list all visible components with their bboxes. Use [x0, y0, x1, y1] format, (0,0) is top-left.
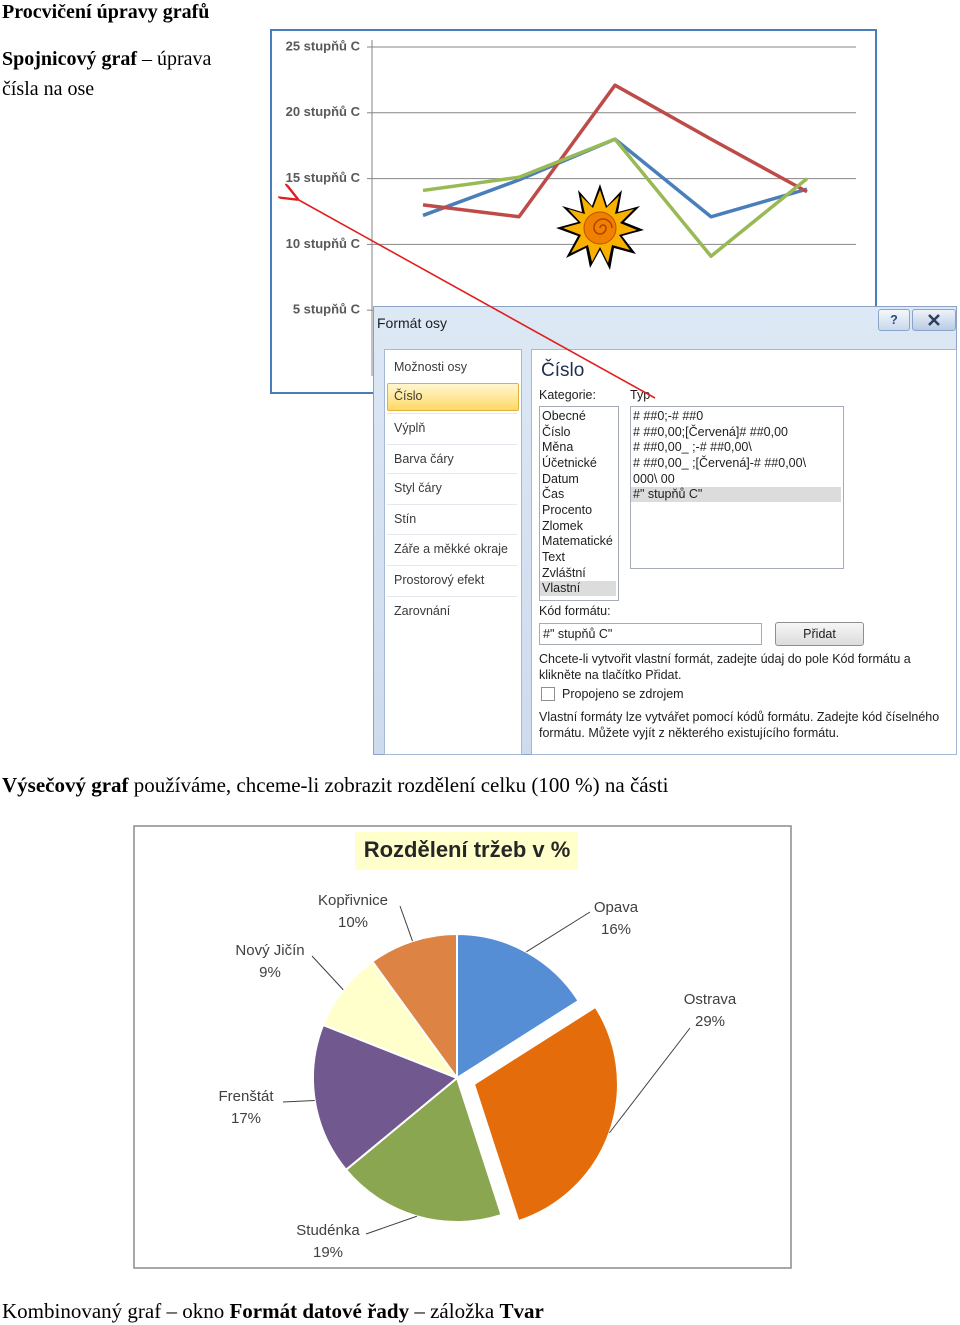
list-item[interactable]: Měna	[542, 440, 574, 455]
slice-label: Nový Jičín	[235, 942, 304, 959]
nav-panel: Možnosti osy Číslo Výplň Barva čáry Styl čár…	[384, 349, 522, 755]
content-panel: Číslo Kategorie: Typ Obecné Číslo Měna Účetnic…	[531, 349, 957, 755]
nav-item[interactable]: Výplň	[394, 421, 426, 435]
pie-slice	[321, 960, 460, 1081]
text-run: Výsečový graf	[2, 773, 129, 797]
nav-separator	[387, 473, 517, 474]
label: Kód formátu:	[539, 604, 611, 618]
list-item[interactable]: Zlomek	[542, 518, 583, 533]
slice-value-label: 10%	[338, 914, 368, 931]
pie-slice	[370, 932, 458, 1082]
slice-label: Kopřivnice	[318, 892, 388, 909]
section-heading: Výsečový graf používáme, chceme-li zobra…	[2, 770, 960, 800]
category-list: Obecné Číslo Měna Účetnické Datum Čas Procento…	[539, 406, 619, 601]
page-title: Procvičení úpravy grafů	[2, 1, 210, 23]
list-item[interactable]: Obecné	[542, 409, 586, 423]
leader-line	[399, 905, 413, 942]
slice-value-label: 19%	[313, 1244, 343, 1261]
close-button[interactable]	[912, 309, 956, 331]
label: Typ	[630, 388, 651, 402]
list-item[interactable]: Matematické	[542, 534, 613, 549]
slice-label: Opava	[594, 899, 639, 916]
slice-label: Studénka	[296, 1222, 360, 1239]
type-list: # ##0;-# ##0 # ##0,00;[Červená]# ##0,00 # …	[630, 406, 844, 569]
note-text: Vlastní formáty lze vytvářet pomocí kódů…	[539, 710, 940, 740]
section-heading: Číslo	[541, 360, 585, 381]
nav-item[interactable]: Možnosti osy	[394, 360, 467, 374]
list-item[interactable]: # ##0,00_ ;-# ##0,00\	[633, 440, 752, 455]
pie-title: Rozdělení tržeb v %	[364, 837, 571, 862]
text-run: Spojnicový graf	[2, 48, 137, 70]
list-item[interactable]: #" stupňů C"	[633, 487, 703, 502]
slice-value-label: 29%	[695, 1013, 725, 1030]
nav-separator	[387, 504, 517, 505]
nav-item[interactable]: Číslo	[394, 389, 423, 403]
format-code-input[interactable]: #" stupňů C"	[539, 623, 762, 645]
leader-line	[282, 1100, 315, 1103]
format-axis-dialog: Formát osy ? Možnosti osy Číslo Výplň Barva…	[373, 306, 957, 755]
list-item[interactable]: Procento	[542, 502, 593, 517]
text-run: – záložka	[409, 1299, 500, 1323]
nav-item[interactable]: Zarovnání	[394, 604, 451, 618]
hint-text: Chcete-li vytvořit vlastní formát, zadej…	[539, 652, 911, 682]
nav-separator	[387, 596, 517, 597]
slice-label: Frenštát	[218, 1088, 274, 1105]
list-item[interactable]: Zvláštní	[542, 565, 586, 580]
list-item[interactable]: Číslo	[542, 424, 571, 439]
line-series	[422, 137, 809, 258]
text-run: Formát datové řady	[229, 1299, 410, 1323]
nav-item[interactable]: Prostorový efekt	[394, 573, 485, 587]
text-run: používáme, chceme-li zobrazit rozdělení …	[128, 773, 669, 797]
close-icon	[928, 314, 940, 326]
section-heading: Spojnicový graf – úprava čísla na ose	[2, 44, 252, 104]
pie-slice	[472, 1005, 619, 1223]
list-item[interactable]: Účetnické	[542, 455, 597, 470]
nav-item[interactable]: Styl čáry	[394, 481, 442, 495]
leader-line	[526, 911, 591, 953]
leader-line	[365, 1215, 417, 1235]
y-tick-label: 10 stupňů C	[286, 236, 361, 251]
linked-checkbox[interactable]	[541, 687, 555, 701]
list-item[interactable]: # ##0,00_ ;[Červená]-# ##0,00\	[633, 455, 807, 470]
section-heading: Kombinovaný graf – okno Formát datové řa…	[2, 1296, 960, 1325]
slice-value-label: 16%	[601, 921, 631, 938]
checkbox-label: Propojeno se zdrojem	[562, 687, 684, 701]
list-item[interactable]: # ##0;-# ##0	[633, 409, 704, 423]
list-item[interactable]: Datum	[542, 471, 579, 486]
nav-item[interactable]: Barva čáry	[394, 452, 454, 466]
pie-slice	[456, 932, 580, 1080]
slice-value-label: 17%	[231, 1110, 261, 1127]
dialog-title: Formát osy	[377, 315, 448, 331]
text-run: Tvar	[499, 1299, 544, 1323]
list-item[interactable]: Vlastní	[542, 581, 581, 596]
list-item[interactable]: # ##0,00;[Červená]# ##0,00	[633, 424, 788, 439]
list-item[interactable]: 000\ 00	[633, 471, 675, 486]
y-tick-label: 20 stupňů C	[286, 104, 361, 119]
text-run: – úprava čísla na ose	[2, 48, 217, 100]
y-tick-label: 25 stupňů C	[286, 38, 361, 53]
list-selection	[540, 581, 616, 597]
y-tick-label: 15 stupňů C	[286, 170, 361, 185]
leader-line	[609, 1027, 691, 1134]
add-button[interactable]: Přidat	[775, 622, 864, 646]
help-button[interactable]: ?	[878, 309, 910, 331]
nav-separator	[387, 444, 517, 445]
list-selection	[631, 487, 841, 503]
list-item[interactable]: Čas	[542, 487, 565, 502]
label: Kategorie:	[539, 388, 596, 402]
slice-value-label: 9%	[259, 964, 281, 981]
nav-separator	[387, 413, 517, 414]
text-run: Kombinovaný graf – okno	[2, 1299, 230, 1323]
nav-item[interactable]: Záře a měkké okraje	[394, 542, 508, 556]
nav-separator	[387, 534, 517, 535]
y-tick-label: 5 stupňů C	[293, 302, 361, 317]
nav-separator	[387, 565, 517, 566]
list-item[interactable]: Text	[542, 549, 565, 564]
title-highlight	[355, 832, 578, 870]
leader-line	[311, 955, 344, 991]
nav-item[interactable]: Stín	[394, 512, 417, 526]
slice-label: Ostrava	[684, 991, 737, 1008]
pie-slice	[344, 1076, 503, 1223]
